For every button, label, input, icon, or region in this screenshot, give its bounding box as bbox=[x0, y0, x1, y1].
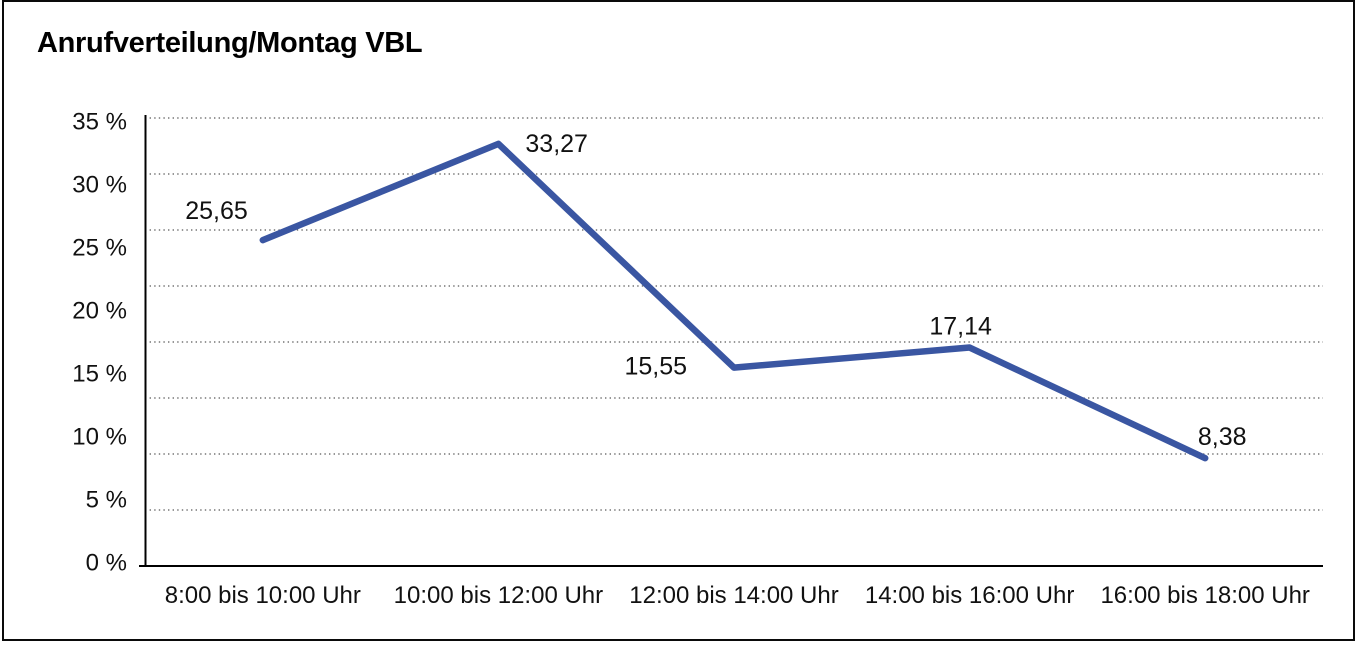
y-tick-label: 30 % bbox=[72, 172, 127, 199]
data-point-label: 15,55 bbox=[624, 353, 687, 381]
y-tick-label: 35 % bbox=[72, 109, 127, 136]
y-tick-label: 5 % bbox=[86, 487, 127, 514]
y-tick-label: 10 % bbox=[72, 424, 127, 451]
data-point-label: 33,27 bbox=[525, 130, 588, 158]
data-point-label: 17,14 bbox=[929, 313, 992, 341]
data-point-label: 25,65 bbox=[185, 197, 248, 225]
x-category-label: 12:00 bis 14:00 Uhr bbox=[629, 582, 838, 609]
x-category-label: 8:00 bis 10:00 Uhr bbox=[165, 582, 361, 609]
x-category-label: 16:00 bis 18:00 Uhr bbox=[1100, 582, 1309, 609]
y-tick-label: 0 % bbox=[86, 550, 127, 577]
y-tick-label: 25 % bbox=[72, 235, 127, 262]
data-series-line bbox=[259, 140, 1209, 462]
chart-title: Anrufverteilung/Montag VBL bbox=[37, 27, 423, 59]
data-point-label: 8,38 bbox=[1198, 423, 1247, 451]
x-category-label: 14:00 bis 16:00 Uhr bbox=[865, 582, 1074, 609]
x-category-label: 10:00 bis 12:00 Uhr bbox=[394, 582, 603, 609]
y-tick-label: 20 % bbox=[72, 298, 127, 325]
y-tick-label: 15 % bbox=[72, 361, 127, 388]
